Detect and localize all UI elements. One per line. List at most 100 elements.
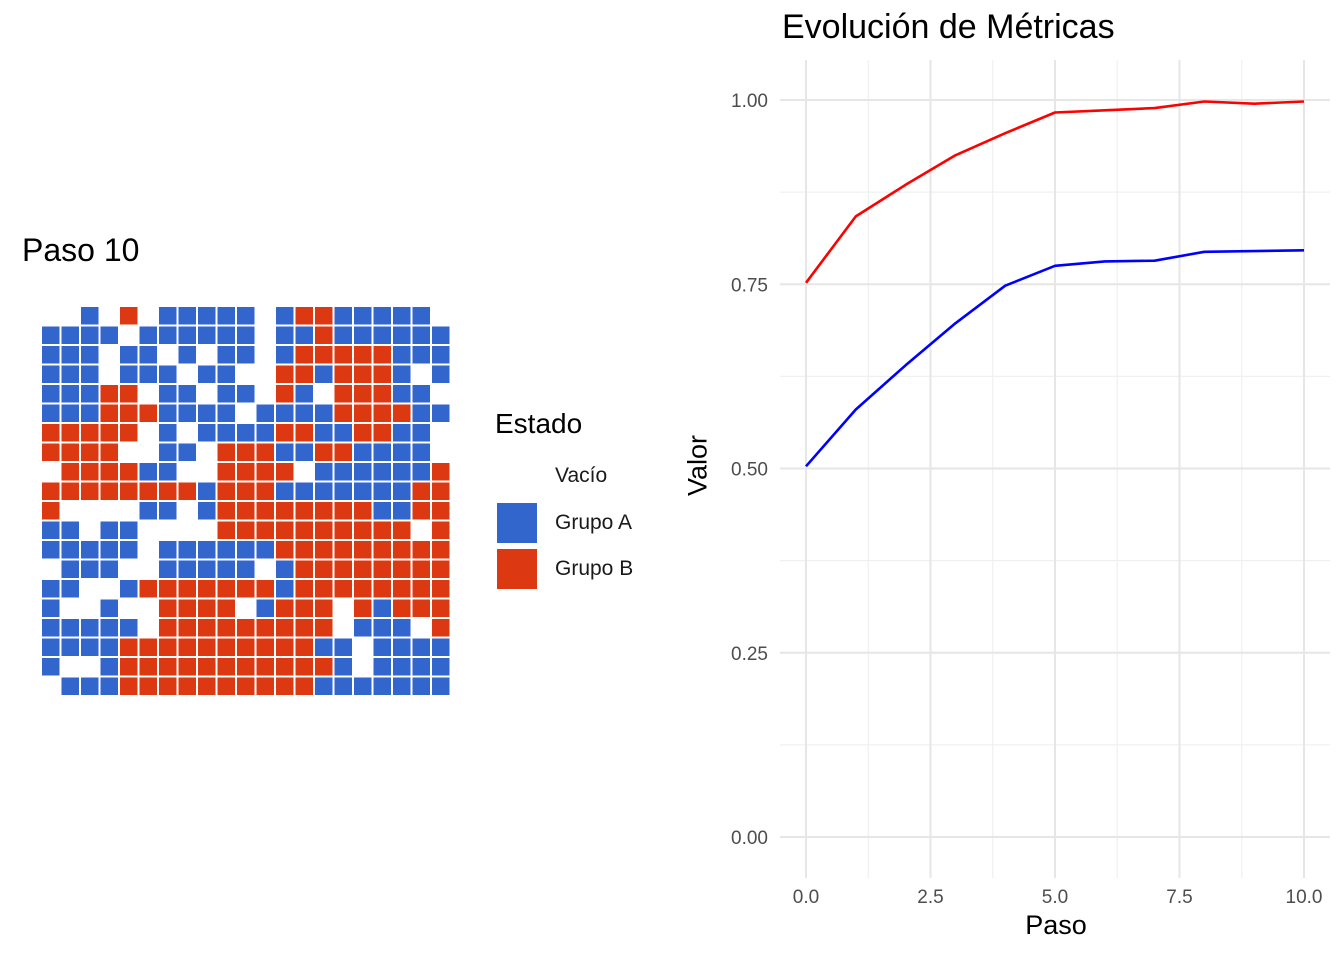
grid-cell-r3-c12	[276, 365, 294, 383]
grid-cell-r1-c19	[412, 326, 430, 344]
grid-cell-r7-c3	[100, 443, 118, 461]
grid-cell-r4-c7	[178, 385, 196, 403]
grid-cell-r13-c7	[178, 560, 196, 578]
grid-cell-r17-c20	[432, 638, 450, 656]
grid-cell-r12-c15	[334, 541, 352, 559]
grid-cell-r12-c7	[178, 541, 196, 559]
grid-cell-r4-c18	[393, 385, 411, 403]
grid-cell-r3-c18	[393, 365, 411, 383]
grid-cell-r18-c17	[373, 658, 391, 676]
grid-cell-r9-c11	[256, 482, 274, 500]
grid-cell-r12-c16	[354, 541, 372, 559]
grid-cell-r10-c12	[276, 502, 294, 520]
grid-cell-r6-c17	[373, 424, 391, 442]
grid-cell-r6-c9	[217, 424, 235, 442]
grid-cell-r8-c1	[61, 463, 79, 481]
grid-cell-r18-c13	[295, 658, 313, 676]
grid-cell-r3-c5	[139, 365, 157, 383]
grid-cell-r14-c10	[237, 580, 255, 598]
grid-cell-r14-c20	[432, 580, 450, 598]
grid-cell-r17-c14	[315, 638, 333, 656]
grid-cell-r17-c17	[373, 638, 391, 656]
grid-cell-r0-c19	[412, 307, 430, 325]
grid-cell-r11-c10	[237, 521, 255, 539]
grid-cell-r13-c10	[237, 560, 255, 578]
grid-cell-r8-c9	[217, 463, 235, 481]
grid-cell-r0-c17	[373, 307, 391, 325]
grid-cell-r3-c6	[159, 365, 177, 383]
grid-cell-r11-c12	[276, 521, 294, 539]
legend-label-grupo-a: Grupo A	[555, 511, 633, 534]
grid-cell-r7-c15	[334, 443, 352, 461]
grid-cell-r17-c3	[100, 638, 118, 656]
grid-cell-r7-c12	[276, 443, 294, 461]
grid-cell-r7-c1	[61, 443, 79, 461]
grid-cell-r2-c16	[354, 346, 372, 364]
grid-cell-r18-c9	[217, 658, 235, 676]
grid-cell-r16-c2	[81, 619, 99, 637]
grid-cell-r11-c15	[334, 521, 352, 539]
grid-cell-r16-c3	[100, 619, 118, 637]
grid-cell-r19-c7	[178, 677, 196, 695]
grid-cell-r1-c14	[315, 326, 333, 344]
grid-cell-r19-c3	[100, 677, 118, 695]
grid-cell-r10-c5	[139, 502, 157, 520]
grid-cell-r1-c16	[354, 326, 372, 344]
grid-cell-r5-c7	[178, 404, 196, 422]
grid-cell-r12-c18	[393, 541, 411, 559]
grid-cell-r10-c15	[334, 502, 352, 520]
grid-cell-r5-c17	[373, 404, 391, 422]
grid-cell-r4-c1	[61, 385, 79, 403]
grid-cell-r18-c18	[393, 658, 411, 676]
grid-cell-r14-c1	[61, 580, 79, 598]
grid-cell-r0-c8	[198, 307, 216, 325]
grid-cell-r1-c12	[276, 326, 294, 344]
grid-cell-r16-c13	[295, 619, 313, 637]
grid-cell-r15-c14	[315, 599, 333, 617]
grid-cell-r13-c17	[373, 560, 391, 578]
grid-cell-r1-c5	[139, 326, 157, 344]
grid-cell-r12-c10	[237, 541, 255, 559]
grid-cell-r13-c15	[334, 560, 352, 578]
grid-cell-r11-c1	[61, 521, 79, 539]
grid-cell-r16-c10	[237, 619, 255, 637]
grid-cell-r10-c13	[295, 502, 313, 520]
x-tick-label: 2.5	[917, 887, 943, 908]
grid-cell-r16-c16	[354, 619, 372, 637]
grid-cell-r4-c4	[120, 385, 138, 403]
legend-swatch-grupo-b	[497, 549, 537, 589]
grid-cell-r5-c12	[276, 404, 294, 422]
grid-cell-r14-c19	[412, 580, 430, 598]
grid-cell-r9-c3	[100, 482, 118, 500]
grid-cell-r5-c4	[120, 404, 138, 422]
grid-cell-r14-c7	[178, 580, 196, 598]
legend-item-vacio: Vacío	[497, 456, 697, 496]
grid-cell-r15-c20	[432, 599, 450, 617]
grid-cell-r4-c6	[159, 385, 177, 403]
grid-cell-r14-c12	[276, 580, 294, 598]
grid-cell-r14-c17	[373, 580, 391, 598]
grid-cell-r7-c7	[178, 443, 196, 461]
grid-cell-r3-c15	[334, 365, 352, 383]
grid-cell-r1-c9	[217, 326, 235, 344]
grid-cell-r17-c15	[334, 638, 352, 656]
grid-cell-r1-c3	[100, 326, 118, 344]
grid-cell-r2-c19	[412, 346, 430, 364]
grid-cell-r16-c4	[120, 619, 138, 637]
grid-cell-r6-c13	[295, 424, 313, 442]
grid-cell-r0-c18	[393, 307, 411, 325]
grid-cell-r4-c16	[354, 385, 372, 403]
grid-cell-r9-c13	[295, 482, 313, 500]
grid-cell-r9-c4	[120, 482, 138, 500]
grid-cell-r12-c0	[42, 541, 60, 559]
y-tick-label: 0.50	[731, 460, 768, 481]
grid-cell-r1-c10	[237, 326, 255, 344]
grid-cell-r9-c16	[354, 482, 372, 500]
grid-cell-r12-c6	[159, 541, 177, 559]
grid-cell-r1-c1	[61, 326, 79, 344]
grid-cell-r17-c2	[81, 638, 99, 656]
grid-cell-r19-c11	[256, 677, 274, 695]
grid-cell-r16-c0	[42, 619, 60, 637]
x-tick-label: 0.0	[793, 887, 819, 908]
grid-cell-r12-c14	[315, 541, 333, 559]
